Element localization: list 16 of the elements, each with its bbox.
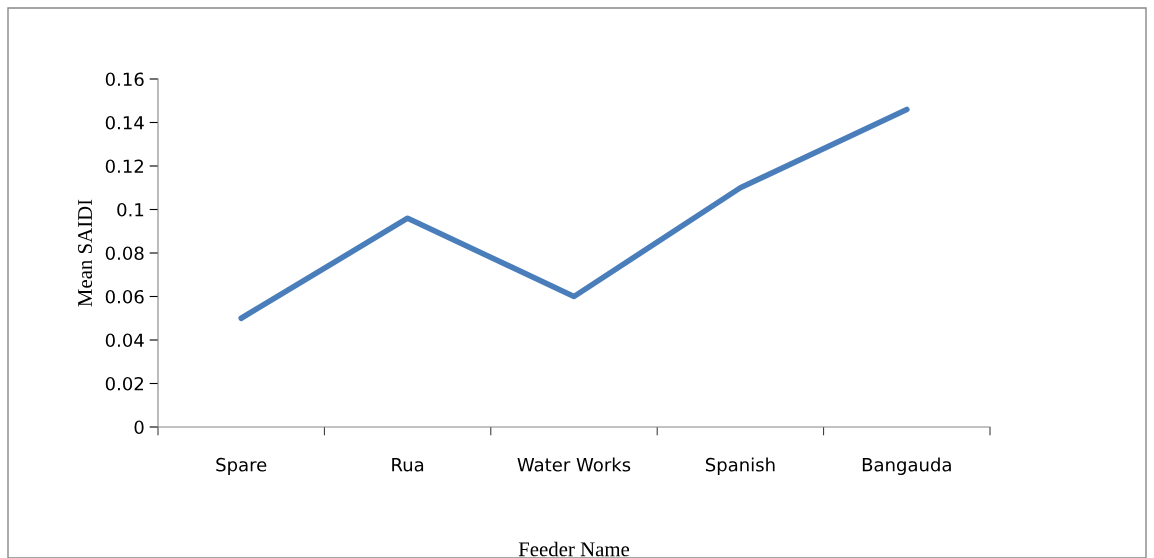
x-tick-label: Spanish: [705, 457, 775, 476]
y-tick-label: 0.1: [117, 202, 144, 217]
y-tick-label: 0.02: [105, 376, 143, 391]
x-tick-label: Rua: [392, 458, 424, 472]
y-tick-label: 0.06: [105, 289, 144, 304]
y-tick-label: 0.16: [105, 72, 144, 87]
y-tick-label: 0.12: [105, 159, 143, 174]
y-tick-label: 0.04: [105, 333, 144, 348]
x-tick-label: Spare: [216, 457, 267, 476]
y-tick-label: 0: [134, 420, 144, 435]
y-axis-title: Mean SAIDI: [78, 199, 93, 307]
x-tick-label: Water Works: [517, 457, 631, 472]
y-tick-label: 0.08: [105, 246, 144, 261]
x-axis-title: Feeder Name: [518, 541, 630, 557]
x-tick-label: Bangauda: [862, 457, 951, 476]
y-tick-label: 0.14: [105, 115, 144, 130]
